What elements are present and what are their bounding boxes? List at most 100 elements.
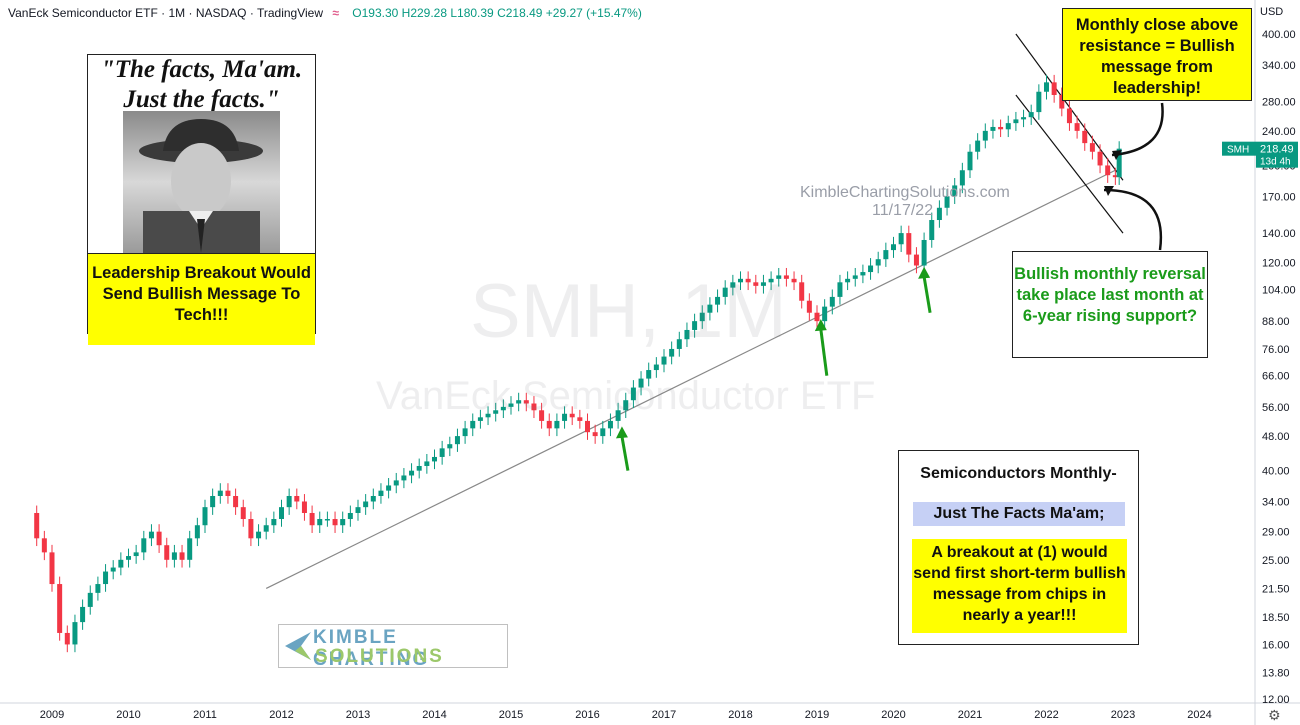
candle-body [829, 296, 835, 307]
chart-header: VanEck Semiconductor ETF · 1M · NASDAQ ·… [8, 6, 642, 20]
candle-body [317, 519, 323, 526]
waves-icon[interactable]: ≈ [332, 6, 339, 20]
quote-card: "The facts, Ma'am. Just the facts." Lead… [87, 54, 316, 345]
y-tick-label: 21.50 [1262, 583, 1290, 595]
candle-body [279, 507, 284, 520]
candle-body [768, 278, 774, 283]
semis-body: A breakout at (1) would send first short… [912, 539, 1127, 633]
candle-body [103, 571, 109, 585]
candle-body [1021, 117, 1027, 120]
candle-body [868, 265, 874, 273]
candle-body [409, 470, 415, 476]
candle-body [630, 387, 636, 401]
y-tick-label: 12.00 [1262, 694, 1290, 706]
last-price-symbol-tag [1222, 141, 1256, 156]
candle-body [875, 259, 881, 266]
chart-title: VanEck Semiconductor ETF · 1M · NASDAQ ·… [8, 6, 323, 20]
candle-body [776, 275, 782, 279]
candle-body [263, 525, 269, 532]
candle-body [967, 151, 973, 171]
candle-body [585, 420, 590, 433]
candle-body [340, 519, 346, 526]
candle-body [95, 584, 101, 593]
candle-body [355, 507, 361, 513]
candle-body [1044, 82, 1049, 92]
support-arrow-shaft [620, 436, 630, 471]
candle-body [156, 531, 162, 546]
candle-body [592, 432, 598, 437]
candle-body [860, 272, 866, 276]
logo-line1: KIMBLE CHARTING [313, 627, 430, 670]
candle-body [569, 413, 575, 418]
support-arrow-head [918, 266, 931, 279]
x-tick-label: 2024 [1187, 709, 1211, 721]
candle-body [1051, 82, 1057, 95]
candle-body [822, 306, 828, 322]
candle-body [1066, 108, 1072, 124]
candle-body [952, 185, 958, 197]
candle-body [1028, 112, 1034, 118]
last-price-tag [1256, 141, 1298, 168]
candle-body [370, 495, 376, 502]
x-tick-label: 2021 [958, 709, 982, 721]
channel-lower-line [1015, 94, 1124, 234]
candle-body [837, 282, 843, 297]
candle-body [286, 495, 292, 508]
candle-body [1005, 123, 1011, 130]
candle-body [1074, 123, 1080, 131]
monthly-close-callout: Monthly close above resistance = Bullish… [1062, 8, 1252, 101]
gear-icon[interactable]: ⚙ [1268, 708, 1281, 724]
y-tick-label: 120.00 [1262, 257, 1296, 269]
candle-body [194, 525, 200, 539]
candle-body [554, 420, 560, 429]
logo-line2: SOLUTIONS [315, 646, 444, 667]
y-tick-label: 29.00 [1262, 527, 1290, 539]
candle-body [684, 329, 690, 340]
candle-body [1089, 143, 1095, 152]
candle-body [126, 556, 131, 560]
y-tick-label: 34.00 [1262, 496, 1290, 508]
candle-body [936, 207, 942, 221]
y-tick-label: 88.00 [1262, 316, 1290, 328]
candle-body [607, 420, 613, 429]
candle-body [378, 490, 384, 496]
candle-body [225, 490, 231, 496]
candle-body [164, 545, 170, 560]
x-tick-label: 2009 [40, 709, 64, 721]
candle-body [386, 485, 392, 491]
candle-body [1082, 130, 1088, 144]
candle-body [439, 448, 445, 457]
candle-body [975, 140, 981, 152]
candle-body [41, 538, 47, 553]
candle-body [294, 495, 300, 502]
candle-body [523, 400, 529, 404]
y-tick-label: 340.00 [1262, 60, 1296, 72]
candle-body [416, 465, 422, 471]
candle-body [470, 420, 476, 429]
candle-body [332, 519, 338, 526]
candle-body [1105, 165, 1111, 176]
candle-body [845, 278, 851, 283]
candle-body [508, 403, 514, 407]
candle-body [347, 512, 353, 520]
candle-body [141, 538, 147, 553]
support-arrow-shaft [819, 328, 829, 376]
candle-body [171, 552, 177, 560]
candle-body [539, 410, 545, 421]
candle-body [301, 501, 307, 513]
y-tick-label: 48.00 [1262, 431, 1290, 443]
callout-arrow-bottom [1103, 188, 1163, 251]
candle-body [271, 519, 277, 526]
support-arrow-shaft [922, 276, 932, 313]
kimble-logo: KIMBLE CHARTING SOLUTIONS [278, 624, 508, 670]
y-tick-label: 76.00 [1262, 344, 1290, 356]
candle-body [217, 490, 223, 496]
candle-body [921, 239, 927, 266]
x-tick-label: 2023 [1111, 709, 1135, 721]
arrow-logo-icon [285, 632, 311, 660]
y-tick-label: 240.00 [1262, 126, 1296, 138]
currency-label: USD [1260, 6, 1283, 18]
candle-body [531, 403, 537, 411]
candle-body [546, 420, 552, 429]
